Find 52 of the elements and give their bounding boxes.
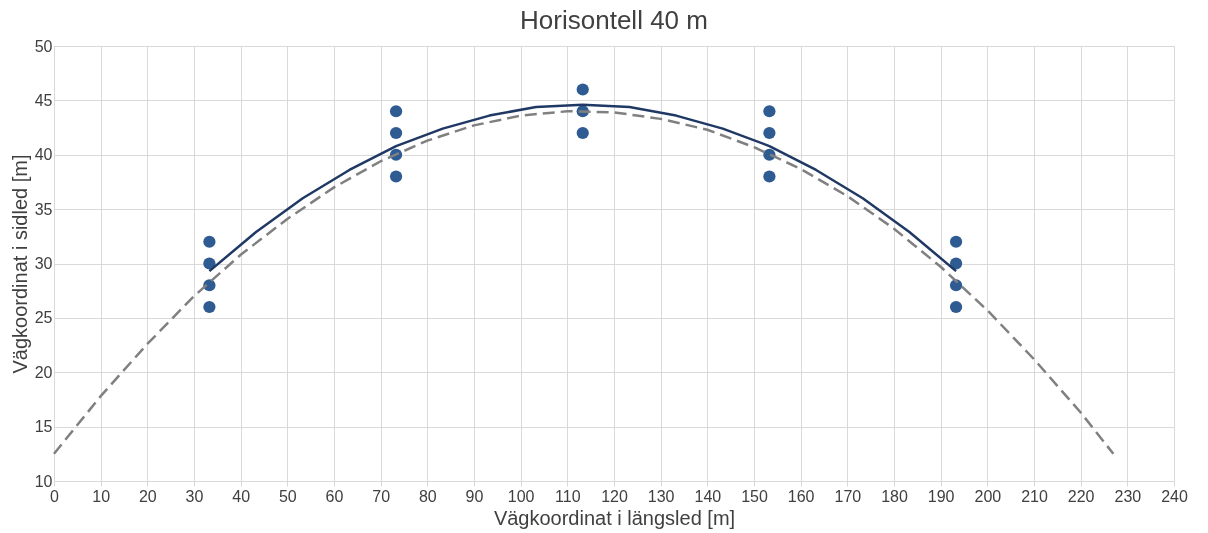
- x-tick-label: 190: [927, 487, 955, 505]
- x-tick-label: 90: [465, 487, 484, 505]
- point: [576, 83, 589, 96]
- point: [949, 235, 963, 248]
- x-tick-label: 170: [834, 487, 862, 505]
- x-tick-label: 140: [694, 487, 722, 505]
- x-tick-label: 150: [741, 487, 768, 505]
- x-axis-title: Vägkoordinat i längsled [m]: [493, 506, 736, 529]
- x-tick-label: 120: [601, 487, 628, 505]
- point: [389, 170, 403, 183]
- y-tick-label: 40: [34, 146, 53, 164]
- point: [389, 126, 403, 140]
- x-tick-label: 20: [138, 487, 157, 505]
- point: [763, 105, 776, 118]
- x-tick-label: 160: [787, 487, 815, 505]
- y-tick-label: 45: [34, 91, 53, 109]
- y-tick-label: 30: [34, 255, 53, 272]
- x-tick-label: 100: [507, 487, 535, 505]
- point: [203, 300, 216, 314]
- line-series: [52, 110, 1115, 456]
- x-tick-label: 30: [185, 487, 204, 505]
- x-tick-label: 80: [418, 487, 437, 505]
- y-tick-label: 10: [34, 472, 53, 490]
- point: [949, 257, 963, 270]
- x-tick-label: 220: [1067, 487, 1095, 505]
- y-tick-label: 15: [34, 418, 53, 436]
- y-axis-title: Vägkoordinat i sidled [m]: [8, 154, 31, 374]
- y-tick-label: 25: [34, 309, 53, 327]
- x-tick-label: 200: [974, 487, 1002, 505]
- x-tick-label: 240: [1161, 487, 1188, 505]
- x-tick-label: 0: [50, 487, 60, 505]
- x-tick-label: 210: [1021, 487, 1048, 505]
- x-tick-label: 130: [647, 487, 675, 505]
- x-tick-label: 60: [325, 487, 344, 505]
- point: [203, 257, 216, 270]
- point: [203, 235, 216, 248]
- point: [763, 170, 776, 183]
- x-tick-label: 40: [232, 487, 251, 505]
- y-tick-label: 35: [34, 200, 53, 218]
- point: [949, 300, 963, 314]
- x-tick-label: 230: [1114, 487, 1142, 505]
- y-tick-label: 20: [34, 363, 53, 381]
- x-tick-label: 10: [92, 487, 111, 505]
- point: [389, 105, 403, 118]
- x-tick-label: 180: [881, 487, 908, 505]
- x-tick-label: 70: [372, 487, 391, 505]
- point: [576, 126, 589, 140]
- y-tick-label: 50: [34, 37, 53, 55]
- point: [763, 126, 776, 140]
- x-tick-label: 110: [555, 487, 581, 505]
- x-tick-label: 50: [278, 487, 297, 505]
- chart-title: Horisontell 40 m: [520, 5, 708, 35]
